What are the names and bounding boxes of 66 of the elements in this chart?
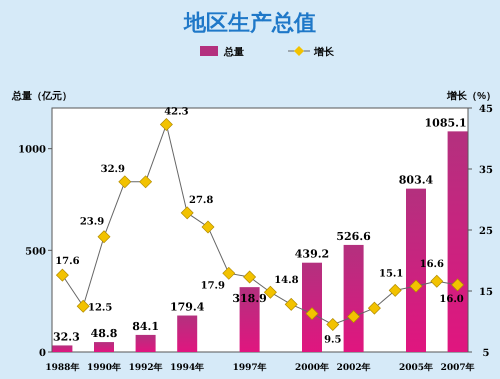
data-label: 17.9 <box>200 280 226 292</box>
data-label: 12.5 <box>88 302 112 314</box>
point <box>222 266 236 280</box>
point <box>410 280 422 292</box>
y-tick-label: 500 <box>25 246 46 258</box>
point <box>202 220 214 234</box>
point <box>368 302 381 314</box>
data-label: 526.6 <box>336 230 372 243</box>
y-axis-title: 总量（亿元） <box>11 90 72 102</box>
data-label: 14.8 <box>274 275 299 286</box>
data-label: 42.3 <box>164 106 189 118</box>
y-tick-label: 1000 <box>18 144 46 156</box>
point <box>180 206 194 220</box>
point <box>139 175 152 188</box>
point <box>326 318 340 331</box>
y2-tick-label: 45 <box>479 104 493 115</box>
y2-tick-label: 15 <box>479 287 493 298</box>
data-label: 48.8 <box>90 327 118 340</box>
data-label: 23.9 <box>80 216 104 228</box>
x-tick-label: 2002年 <box>336 362 371 373</box>
legend-label: 增长 <box>313 46 335 58</box>
x-tick-label: 1990年 <box>86 362 122 373</box>
legend-label: 总量 <box>223 46 244 58</box>
bar <box>302 262 322 352</box>
x-tick-label: 1988年 <box>45 362 80 373</box>
point <box>98 230 110 244</box>
point <box>284 298 298 311</box>
bar <box>344 244 364 352</box>
data-label: 179.4 <box>170 300 205 314</box>
y2-tick-label: 5 <box>482 348 490 359</box>
data-label: 15.1 <box>379 268 404 280</box>
data-label: 17.6 <box>55 256 80 268</box>
data-label: 9.5 <box>324 334 342 346</box>
point <box>56 268 69 282</box>
x-tick-label: 2007年 <box>440 362 475 373</box>
point <box>347 310 360 323</box>
point <box>264 286 277 299</box>
point <box>118 175 132 188</box>
x-tick-label: 2005年 <box>398 362 434 373</box>
bar <box>177 316 198 352</box>
data-label: 32.9 <box>100 164 126 175</box>
data-label: 439.2 <box>294 248 330 261</box>
point <box>76 300 90 313</box>
point <box>388 284 402 297</box>
y2-tick-label: 35 <box>479 165 493 176</box>
x-tick-label: 1994年 <box>170 362 204 373</box>
data-label: 32.3 <box>53 330 80 344</box>
point <box>243 270 256 284</box>
data-label: 27.8 <box>189 194 214 206</box>
bar <box>94 342 114 352</box>
data-label: 1085.1 <box>424 116 467 130</box>
y2-axis-title: 增长（%） <box>446 90 496 102</box>
x-tick-label: 1992年 <box>128 362 163 373</box>
y-tick-label: 0 <box>39 348 46 359</box>
data-label: 803.4 <box>398 174 434 187</box>
point <box>306 307 318 320</box>
bar <box>136 334 156 352</box>
bar <box>52 345 72 352</box>
chart-title: 地区生产总值 <box>183 10 316 35</box>
y2-tick-label: 25 <box>479 226 493 237</box>
data-label: 84.1 <box>132 320 159 333</box>
point <box>430 274 444 288</box>
x-tick-label: 2000年 <box>294 362 330 373</box>
x-tick-label: 1997年 <box>232 362 267 373</box>
point <box>160 118 173 131</box>
point <box>451 278 464 292</box>
